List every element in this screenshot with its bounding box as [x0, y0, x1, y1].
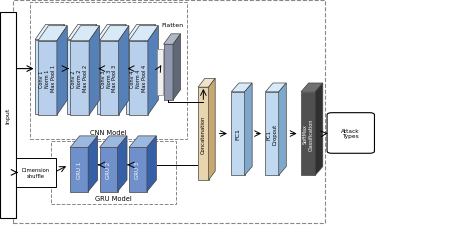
- Text: GRU 1: GRU 1: [77, 161, 82, 178]
- Polygon shape: [89, 27, 100, 116]
- Text: Concatenation: Concatenation: [201, 115, 206, 153]
- Polygon shape: [145, 25, 155, 114]
- Polygon shape: [38, 27, 67, 42]
- Polygon shape: [231, 92, 245, 176]
- Text: Conv 4
Norm 4
Max Pool 4: Conv 4 Norm 4 Max Pool 4: [130, 65, 147, 92]
- Polygon shape: [100, 27, 129, 42]
- Text: Flatten: Flatten: [161, 23, 183, 28]
- Polygon shape: [70, 148, 88, 192]
- Text: CNN Model: CNN Model: [90, 130, 127, 136]
- Polygon shape: [279, 84, 286, 176]
- Text: GRU 3: GRU 3: [136, 161, 140, 178]
- Text: FC1: FC1: [236, 128, 240, 140]
- Polygon shape: [209, 79, 215, 180]
- Polygon shape: [38, 42, 57, 116]
- Polygon shape: [301, 84, 323, 92]
- Polygon shape: [100, 136, 127, 148]
- Polygon shape: [129, 42, 148, 116]
- Polygon shape: [198, 88, 209, 180]
- Polygon shape: [265, 92, 279, 176]
- Polygon shape: [100, 148, 118, 192]
- Polygon shape: [116, 25, 126, 114]
- Text: SoftMax
Classification: SoftMax Classification: [303, 118, 313, 150]
- Polygon shape: [70, 42, 89, 116]
- Polygon shape: [118, 136, 127, 192]
- Polygon shape: [147, 136, 156, 192]
- Polygon shape: [57, 27, 67, 116]
- Polygon shape: [301, 92, 315, 176]
- Text: GRU 2: GRU 2: [106, 161, 111, 178]
- Polygon shape: [88, 136, 98, 192]
- Text: Conv 2
Norm 2
Max Pool 2: Conv 2 Norm 2 Max Pool 2: [71, 65, 88, 92]
- Polygon shape: [67, 40, 86, 114]
- Polygon shape: [67, 25, 97, 40]
- Polygon shape: [231, 84, 252, 92]
- FancyBboxPatch shape: [0, 13, 16, 218]
- Polygon shape: [157, 50, 163, 96]
- Polygon shape: [129, 148, 147, 192]
- Polygon shape: [126, 25, 155, 40]
- FancyBboxPatch shape: [327, 113, 374, 154]
- FancyBboxPatch shape: [16, 158, 56, 187]
- Text: FC1
Dropout: FC1 Dropout: [267, 123, 277, 145]
- Polygon shape: [54, 25, 64, 114]
- Polygon shape: [35, 25, 64, 40]
- Polygon shape: [70, 136, 98, 148]
- Polygon shape: [198, 79, 215, 88]
- Polygon shape: [100, 42, 118, 116]
- Polygon shape: [126, 40, 145, 114]
- Text: GRU Model: GRU Model: [95, 195, 132, 201]
- Polygon shape: [148, 27, 158, 116]
- Polygon shape: [245, 84, 252, 176]
- Text: Dimension
shuffle: Dimension shuffle: [22, 167, 50, 178]
- Polygon shape: [118, 27, 129, 116]
- Text: Attack
Types: Attack Types: [341, 128, 360, 139]
- Polygon shape: [70, 27, 100, 42]
- Polygon shape: [129, 136, 156, 148]
- Polygon shape: [35, 40, 54, 114]
- Polygon shape: [173, 35, 181, 100]
- Text: Input: Input: [6, 107, 10, 124]
- Polygon shape: [164, 35, 181, 45]
- Polygon shape: [315, 84, 323, 176]
- Polygon shape: [129, 27, 158, 42]
- Text: Conv 3
Norm 3
Max Pool 3: Conv 3 Norm 3 Max Pool 3: [100, 65, 118, 92]
- Polygon shape: [97, 40, 116, 114]
- Polygon shape: [164, 45, 173, 100]
- Text: Conv 1
Norm 1
Max Pool 1: Conv 1 Norm 1 Max Pool 1: [39, 65, 56, 92]
- Polygon shape: [265, 84, 286, 92]
- Polygon shape: [86, 25, 97, 114]
- Polygon shape: [97, 25, 126, 40]
